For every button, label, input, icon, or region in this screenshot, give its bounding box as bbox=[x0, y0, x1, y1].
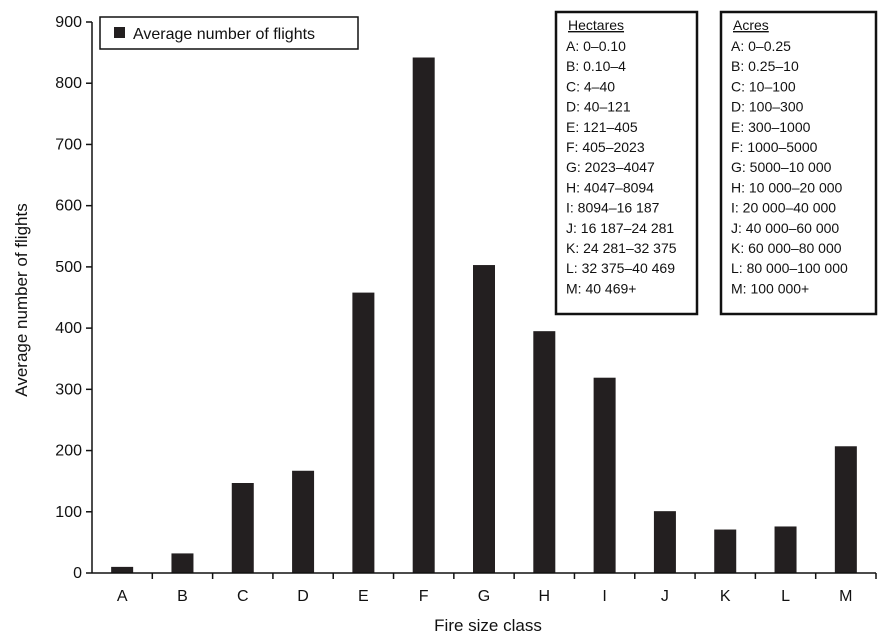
size-class-row: A: 0–0.25 bbox=[731, 38, 791, 54]
x-tick-label-F: F bbox=[419, 588, 429, 605]
size-class-row: B: 0.10–4 bbox=[566, 58, 626, 74]
acres-box: Acres A: 0–0.25 B: 0.25–10 C: 10–100 D: 100… bbox=[719, 10, 878, 316]
bar-F bbox=[412, 57, 435, 573]
size-class-row: L: 32 375–40 469 bbox=[566, 260, 675, 276]
y-tick-label: 100 bbox=[55, 504, 82, 521]
size-class-row: K: 24 281–32 375 bbox=[566, 240, 677, 256]
size-class-row: H: 4047–8094 bbox=[566, 179, 654, 195]
y-tick-label: 300 bbox=[55, 381, 82, 398]
bar-A bbox=[111, 566, 134, 573]
size-class-row: G: 5000–10 000 bbox=[731, 159, 832, 175]
y-tick-label: 800 bbox=[55, 75, 82, 92]
size-class-row: K: 60 000–80 000 bbox=[731, 240, 842, 256]
bar-I bbox=[593, 377, 616, 573]
bar-J bbox=[653, 511, 676, 573]
bar-C bbox=[231, 483, 254, 573]
x-axis-title: Fire size class bbox=[434, 616, 542, 635]
x-tick-label-K: K bbox=[720, 588, 731, 605]
bars-group bbox=[111, 57, 857, 573]
hectares-rows: A: 0–0.10 B: 0.10–4 C: 4–40 D: 40–121 E: 121… bbox=[566, 38, 677, 296]
y-tick-label: 900 bbox=[55, 14, 82, 31]
size-class-row: D: 40–121 bbox=[566, 99, 631, 115]
x-tick-label-A: A bbox=[117, 588, 128, 605]
bar-K bbox=[714, 529, 737, 573]
size-class-row: G: 2023–4047 bbox=[566, 159, 655, 175]
bar-H bbox=[533, 331, 556, 573]
x-tick-label-B: B bbox=[177, 588, 188, 605]
x-ticks-group: A B C D E F G H I J K L M bbox=[117, 573, 877, 605]
bar-L bbox=[774, 526, 797, 573]
bar-B bbox=[171, 553, 194, 573]
size-class-row: C: 10–100 bbox=[731, 78, 796, 94]
x-tick-label-H: H bbox=[539, 588, 551, 605]
hectares-box-frame bbox=[554, 10, 699, 316]
acres-rows: A: 0–0.25 B: 0.25–10 C: 10–100 D: 100–300 E:… bbox=[731, 38, 848, 296]
x-tick-label-E: E bbox=[358, 588, 369, 605]
bar-M bbox=[834, 446, 857, 573]
size-class-row: A: 0–0.10 bbox=[566, 38, 626, 54]
bar-D bbox=[292, 470, 315, 573]
bar-E bbox=[352, 292, 375, 573]
x-tick-label-J: J bbox=[661, 588, 669, 605]
size-class-row: E: 300–1000 bbox=[731, 119, 811, 135]
size-class-row: I: 20 000–40 000 bbox=[731, 200, 836, 216]
size-class-row: B: 0.25–10 bbox=[731, 58, 799, 74]
y-tick-label: 400 bbox=[55, 320, 82, 337]
legend-label: Average number of flights bbox=[133, 26, 315, 43]
size-class-row: H: 10 000–20 000 bbox=[731, 179, 843, 195]
legend-swatch bbox=[114, 27, 125, 38]
y-ticks-group: 0 100 200 300 400 500 600 700 800 900 bbox=[55, 14, 92, 582]
size-class-row: M: 100 000+ bbox=[731, 280, 809, 296]
size-class-row: F: 1000–5000 bbox=[731, 139, 818, 155]
size-class-row: J: 16 187–24 281 bbox=[566, 220, 674, 236]
size-class-row: M: 40 469+ bbox=[566, 280, 636, 296]
axes-group bbox=[91, 22, 876, 574]
x-tick-label-D: D bbox=[297, 588, 309, 605]
size-class-row: D: 100–300 bbox=[731, 99, 804, 115]
x-tick-label-I: I bbox=[602, 588, 606, 605]
y-tick-label: 600 bbox=[55, 198, 82, 215]
size-class-row: C: 4–40 bbox=[566, 78, 615, 94]
hectares-box: Hectares A: 0–0.10 B: 0.10–4 C: 4–40 D: 40–… bbox=[554, 10, 699, 316]
x-tick-label-G: G bbox=[478, 588, 490, 605]
y-tick-label: 0 bbox=[73, 565, 82, 582]
size-class-row: J: 40 000–60 000 bbox=[731, 220, 839, 236]
legend: Average number of flights bbox=[99, 16, 359, 50]
x-tick-label-C: C bbox=[237, 588, 249, 605]
acres-box-title: Acres bbox=[733, 17, 769, 33]
size-class-row: L: 80 000–100 000 bbox=[731, 260, 848, 276]
y-tick-label: 200 bbox=[55, 443, 82, 460]
size-class-row: E: 121–405 bbox=[566, 119, 638, 135]
bar-G bbox=[473, 265, 495, 573]
legend-box bbox=[99, 16, 359, 50]
x-tick-label-M: M bbox=[839, 588, 852, 605]
y-tick-label: 700 bbox=[55, 136, 82, 153]
y-tick-label: 500 bbox=[55, 259, 82, 276]
y-axis-title: Average number of flights bbox=[12, 203, 31, 396]
size-class-row: F: 405–2023 bbox=[566, 139, 645, 155]
size-class-row: I: 8094–16 187 bbox=[566, 200, 660, 216]
acres-box-frame bbox=[719, 10, 878, 316]
x-tick-label-L: L bbox=[781, 588, 790, 605]
hectares-box-title: Hectares bbox=[568, 17, 624, 33]
